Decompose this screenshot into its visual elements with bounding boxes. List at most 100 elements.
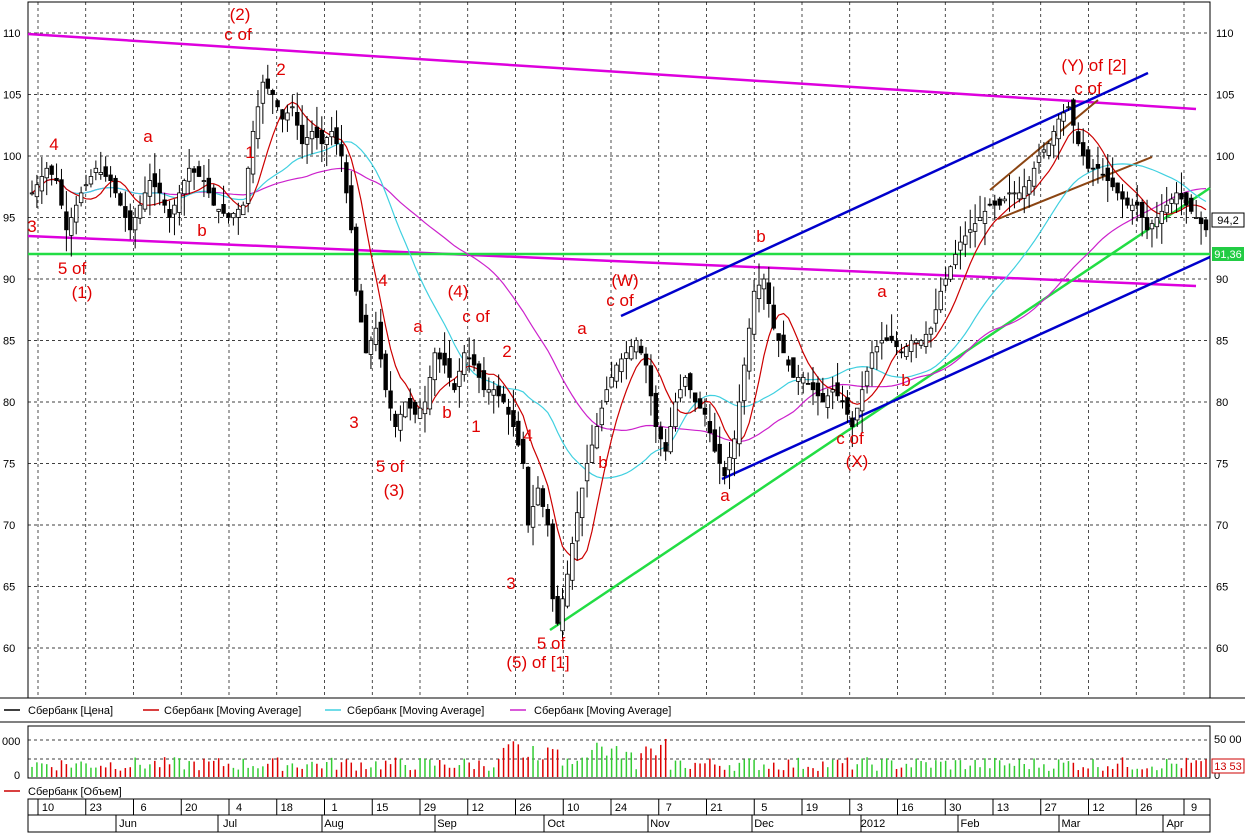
candle-body: [909, 340, 914, 352]
y-tick-label: 90: [1216, 274, 1228, 286]
day-tick-label: 15: [376, 802, 388, 814]
candle-body: [221, 204, 226, 214]
candle-body: [108, 174, 113, 181]
candle-body: [280, 109, 285, 120]
y-tick-label: 100: [3, 151, 21, 163]
y-tick-label: 80: [3, 397, 15, 409]
month-tick-label: Dec: [754, 818, 774, 830]
candle-body: [363, 314, 369, 354]
candle-body: [933, 309, 939, 324]
day-tick-label: 20: [185, 802, 197, 814]
candle-body: [457, 370, 462, 387]
candle-body: [928, 327, 934, 335]
candle-body: [201, 180, 207, 183]
month-tick-label: Nov: [650, 818, 670, 830]
candle-body: [938, 290, 943, 311]
candle-body: [1135, 201, 1140, 206]
candle-body: [776, 333, 781, 341]
volume-left-tick: 000: [2, 736, 20, 748]
candle-body: [304, 137, 310, 145]
ma-line: [31, 141, 1207, 479]
legend-item: Сбербанк [Moving Average]: [347, 705, 484, 717]
candle-body: [44, 167, 49, 179]
candle-body: [388, 390, 393, 409]
candle-body: [638, 345, 644, 354]
candle-body: [216, 208, 221, 212]
volume-right-tick: 0: [1214, 770, 1220, 782]
last-price-text: 94,2: [1217, 215, 1238, 227]
month-tick-label: Feb: [961, 818, 980, 830]
wave-label: a: [877, 282, 887, 301]
candle-body: [471, 354, 477, 366]
legend-item: Сбербанк [Moving Average]: [534, 705, 671, 717]
candle-body: [820, 393, 826, 403]
candle-body: [678, 389, 683, 399]
moving-average-red: [31, 101, 1207, 562]
magenta-support-line: [27, 234, 1197, 288]
candle-body: [147, 180, 153, 197]
day-tick-label: 6: [140, 802, 146, 814]
candle-body: [152, 173, 158, 188]
candle-body: [579, 487, 585, 519]
candle-body: [442, 352, 447, 366]
candle-body: [737, 401, 742, 445]
candle-body: [1066, 106, 1071, 109]
candle-body: [874, 346, 880, 353]
candle-body: [1012, 192, 1017, 195]
candle-body: [614, 364, 619, 382]
candle-body: [1046, 143, 1052, 156]
candle-body: [688, 373, 693, 391]
candle-body: [476, 363, 482, 378]
candle-body: [196, 166, 202, 177]
wave-label: 3: [349, 413, 358, 432]
wave-label: c of: [462, 307, 490, 326]
date-axis-days: 10 23 6 20 4 18 1 15 29 12 26 10 24 7 21 5 19 3 16 30 13 27 12…: [37, 799, 1197, 815]
candle-body: [972, 223, 978, 232]
candle-body: [1076, 131, 1081, 145]
day-tick-label: 29: [424, 802, 436, 814]
y-axis-left: 60 65 70 75 80 85 90 95 100 105 110: [3, 28, 21, 655]
wave-label: 4: [378, 271, 387, 290]
support-price-text: 91,36: [1214, 249, 1242, 261]
wave-label: c of: [224, 25, 252, 44]
legend: Сбербанк [Цена] Сбербанк [Moving Average…: [0, 697, 1245, 723]
candle-body: [658, 426, 663, 440]
wave-label: (3): [384, 481, 405, 500]
candle-body: [1002, 198, 1007, 202]
candle-body: [673, 401, 678, 428]
candle-body: [1144, 217, 1150, 231]
candle-body: [594, 426, 600, 449]
candle-body: [1125, 197, 1130, 206]
wave-label: (W): [611, 271, 638, 290]
candle-body: [511, 410, 516, 427]
candle-body: [78, 192, 84, 204]
candle-body: [1120, 191, 1125, 200]
candle-body: [211, 187, 216, 206]
candle-body: [560, 598, 565, 632]
volume-last-badge: 13 53: [1211, 758, 1245, 774]
candle-body: [226, 213, 231, 218]
candle-body: [859, 389, 865, 412]
candle-body: [206, 177, 212, 194]
candle-body: [309, 130, 315, 140]
candle-body: [545, 508, 550, 526]
candle-body: [530, 506, 536, 528]
candle-body: [535, 487, 541, 506]
wave-label: c of: [1074, 79, 1102, 98]
candle-body: [1071, 99, 1076, 126]
candle-body: [987, 203, 993, 206]
support-price-badge: 91,36: [1212, 247, 1244, 261]
y-tick-label: 70: [1216, 520, 1228, 532]
candle-body: [653, 392, 659, 428]
wave-label: (4): [448, 282, 469, 301]
candle-body: [619, 358, 624, 373]
candle-body: [349, 185, 354, 231]
green-rising-line: [549, 186, 1211, 632]
candle-body: [855, 407, 860, 421]
candle-body: [403, 401, 408, 418]
candle-body: [1007, 192, 1012, 195]
candle-body: [34, 184, 40, 198]
y-tick-label: 60: [3, 643, 15, 655]
day-tick-label: 12: [1092, 802, 1104, 814]
